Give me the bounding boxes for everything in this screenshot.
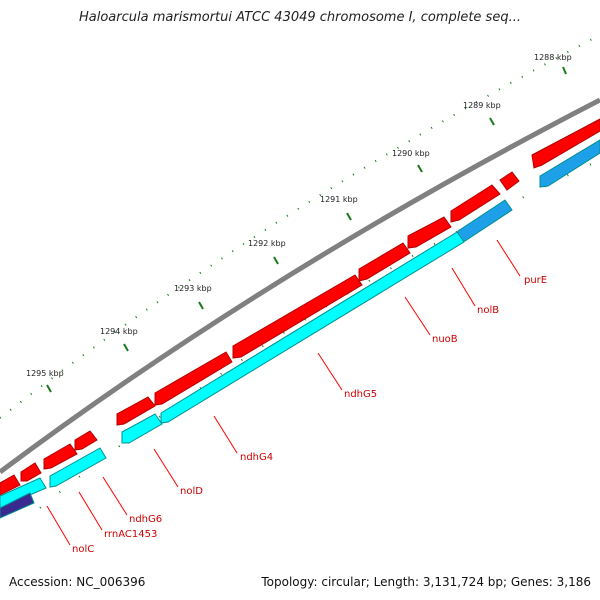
- reverse-feature-3[interactable]: [160, 231, 465, 424]
- connector-rrnAC1453: [78, 491, 103, 531]
- forward-feature-2[interactable]: [499, 171, 520, 191]
- gene-label-ndhG6[interactable]: ndhG6: [129, 514, 162, 525]
- gene-label-rrnAC1453[interactable]: rrnAC1453: [104, 529, 157, 540]
- scale-tick-1294: [123, 343, 129, 352]
- connector-ndhG4: [213, 415, 238, 454]
- map-title: Haloarcula marismortui ATCC 43049 chromo…: [79, 10, 521, 25]
- forward-feature-10[interactable]: [43, 443, 78, 470]
- scale-tick-1288: [562, 66, 567, 75]
- scale-label-1293: 1293 kbp: [174, 284, 212, 293]
- inner-ticks: [39, 159, 600, 509]
- backbone-line: [0, 97, 600, 475]
- connector-nolB: [451, 267, 476, 307]
- forward-feature-8[interactable]: [116, 396, 156, 426]
- forward-feature-1[interactable]: [531, 118, 600, 169]
- reverse-feature-5[interactable]: [49, 447, 107, 488]
- forward-feature-6[interactable]: [232, 274, 363, 359]
- connector-nolC: [46, 505, 71, 546]
- gene-label-ndhG5[interactable]: ndhG5: [344, 389, 377, 400]
- reverse-feature-7[interactable]: [0, 492, 35, 519]
- scale-dots: [0, 34, 600, 419]
- scale-tick-1290: [417, 164, 423, 173]
- forward-feature-4[interactable]: [407, 216, 452, 249]
- reverse-feature-6[interactable]: [0, 477, 47, 509]
- scale-label-1292: 1292 kbp: [248, 239, 286, 248]
- connector-ndhG5: [317, 352, 343, 391]
- scale-label-1295: 1295 kbp: [26, 369, 64, 378]
- forward-feature-11[interactable]: [20, 462, 42, 482]
- reverse-feature-4[interactable]: [121, 413, 163, 444]
- scale-tick-1292: [273, 256, 279, 265]
- forward-feature-3[interactable]: [450, 184, 501, 223]
- scale-label-1294: 1294 kbp: [100, 327, 138, 336]
- scale-tick-1295: [46, 384, 52, 393]
- gene-label-ndhG4[interactable]: ndhG4: [240, 452, 273, 463]
- gene-label-nolB[interactable]: nolB: [477, 305, 499, 316]
- gene-label-purE[interactable]: purE: [524, 275, 547, 286]
- reverse-feature-1[interactable]: [539, 139, 600, 188]
- gene-label-nuoB[interactable]: nuoB: [432, 334, 458, 345]
- forward-feature-9[interactable]: [74, 430, 98, 451]
- forward-feature-12[interactable]: [0, 474, 21, 496]
- connector-nolD: [153, 448, 179, 488]
- forward-feature-5[interactable]: [358, 242, 411, 282]
- connector-ndhG6: [102, 476, 128, 516]
- genome-stats-text: Topology: circular; Length: 3,131,724 bp…: [261, 575, 591, 589]
- connector-purE: [496, 239, 521, 277]
- scale-label-1291: 1291 kbp: [320, 195, 358, 204]
- scale-label-1290: 1290 kbp: [392, 149, 430, 158]
- scale-label-1288: 1288 kbp: [534, 53, 572, 62]
- scale-label-1289: 1289 kbp: [463, 101, 501, 110]
- scale-tick-1293: [198, 301, 204, 310]
- connector-nuoB: [404, 296, 431, 336]
- scale-tick-1289: [489, 117, 495, 126]
- forward-feature-7[interactable]: [154, 351, 233, 406]
- scale-tick-1291: [346, 212, 352, 221]
- gene-label-nolD[interactable]: nolD: [180, 486, 203, 497]
- gene-label-nolC[interactable]: nolC: [72, 544, 94, 555]
- accession-text: Accession: NC_006396: [9, 575, 146, 589]
